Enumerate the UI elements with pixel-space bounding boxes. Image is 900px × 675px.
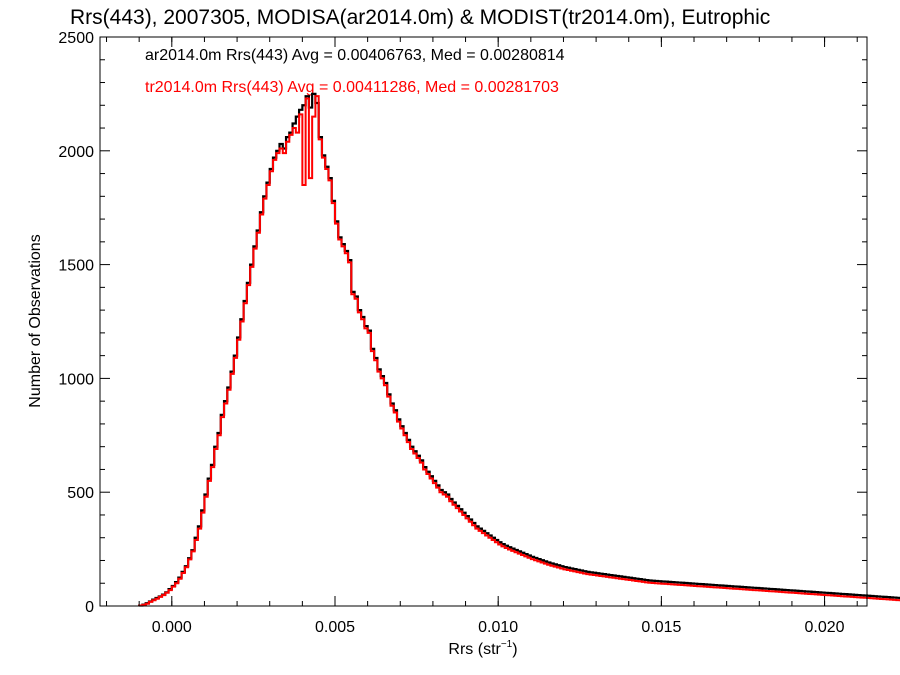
chart-title: Rrs(443), 2007305, MODISA(ar2014.0m) & M… (70, 6, 770, 29)
y-tick-label: 2000 (58, 144, 94, 161)
y-tick-label: 500 (67, 485, 94, 502)
y-tick-label: 2500 (58, 30, 94, 47)
x-axis: 0.000 0.005 0.010 0.015 0.020 (106, 37, 858, 636)
series-layer (138, 92, 900, 607)
x-tick-label: 0.005 (315, 619, 355, 636)
plot-frame (99, 36, 868, 607)
series-line-1 (138, 95, 900, 607)
x-tick-label: 0.010 (478, 619, 518, 636)
y-tick-label: 1000 (58, 371, 94, 388)
x-tick-label: 0.000 (152, 619, 192, 636)
legend-entry-ar2014: ar2014.0m Rrs(443) Avg = 0.00406763, Med… (145, 47, 565, 64)
x-axis-label: Rrs (str−1) (448, 639, 517, 658)
y-tick-label: 1500 (58, 258, 94, 275)
legend-entry-tr2014: tr2014.0m Rrs(443) Avg = 0.00411286, Med… (145, 79, 559, 96)
legend: ar2014.0m Rrs(443) Avg = 0.00406763, Med… (145, 47, 565, 96)
y-axis-label: Number of Observations (27, 234, 44, 407)
x-tick-label: 0.020 (805, 619, 845, 636)
series-line-0 (138, 92, 900, 607)
x-tick-label: 0.015 (641, 619, 681, 636)
y-axis: 0 500 1000 1500 2000 2500 (58, 30, 867, 616)
y-tick-label: 0 (85, 599, 94, 616)
